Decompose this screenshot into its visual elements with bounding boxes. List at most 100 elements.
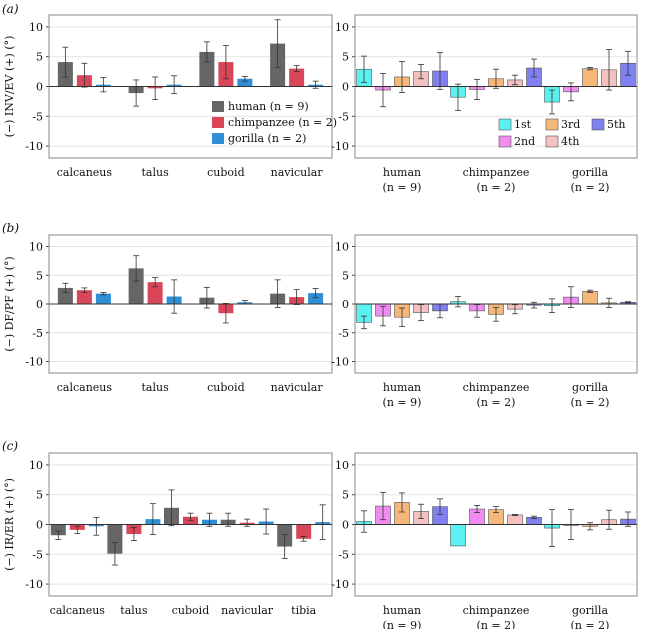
legend-swatch-1st bbox=[498, 118, 512, 131]
chart-panel-c-left: -10 -5 0 5 10 calcaneus talus cuboid navicular ti… bbox=[2, 439, 333, 617]
category-label: calcaneus bbox=[57, 381, 113, 394]
legend-swatch-chimpanzee bbox=[212, 117, 224, 128]
category-label: cuboid bbox=[172, 604, 209, 617]
y-tick-label: -10 bbox=[331, 140, 349, 153]
category-label: chimpanzee bbox=[463, 381, 530, 394]
chart-panel-a-left: -10 -5 0 5 10 calcaneus talus cuboid navicular (−… bbox=[2, 2, 337, 179]
category-n-label: (n = 2) bbox=[571, 396, 610, 409]
chart-panel-a-right: -10 -5 0 5 10 human (n = 9) chimpanzee (n = 2) go… bbox=[331, 14, 638, 194]
y-tick-label: -10 bbox=[25, 578, 43, 591]
chart-panel-b-left: -10 -5 0 5 10 calcaneus talus cuboid navicular (−… bbox=[2, 221, 333, 394]
category-label: talus bbox=[142, 166, 170, 179]
y-tick-label: -10 bbox=[25, 356, 43, 369]
category-label: calcaneus bbox=[50, 604, 106, 617]
y-tick-label: 10 bbox=[29, 459, 43, 472]
legend-digits: 1st 2nd 3rd 4th 5th bbox=[498, 118, 626, 148]
category-label: talus bbox=[142, 381, 170, 394]
category-label: cuboid bbox=[207, 381, 244, 394]
y-tick-label: 10 bbox=[335, 21, 349, 34]
legend-label-4th: 4th bbox=[561, 135, 580, 148]
bar-a-left-cuboid-gorilla bbox=[237, 78, 253, 87]
legend-swatch-gorilla bbox=[212, 133, 224, 144]
y-tick-label: -5 bbox=[338, 548, 349, 561]
category-n-label: (n = 2) bbox=[477, 619, 516, 629]
y-tick-label: -10 bbox=[331, 578, 349, 591]
legend-species: human (n = 9) chimpanzee (n = 2) gorilla (… bbox=[212, 100, 337, 145]
bar-c-left-talus-human bbox=[107, 524, 123, 554]
panel-label: (c) bbox=[2, 439, 18, 453]
legend-label-chimpanzee: chimpanzee (n = 2) bbox=[228, 116, 337, 129]
category-label: navicular bbox=[271, 166, 324, 179]
legend-label-2nd: 2nd bbox=[514, 135, 535, 148]
category-label: human bbox=[383, 604, 421, 617]
y-axis-label: (−) IR/ER (+) (°) bbox=[3, 478, 16, 571]
bar-b-left-talus-chimpanzee bbox=[147, 282, 163, 304]
y-tick-label: 10 bbox=[29, 21, 43, 34]
category-n-label: (n = 2) bbox=[477, 396, 516, 409]
bar-c-right-chimpanzee-4th bbox=[507, 514, 523, 525]
bar-c-left-calcaneus-human bbox=[50, 524, 66, 536]
legend-label-5th: 5th bbox=[607, 118, 626, 131]
y-tick-label: -5 bbox=[32, 327, 43, 340]
legend-label-gorilla: gorilla (n = 2) bbox=[228, 132, 306, 145]
y-tick-label: -5 bbox=[338, 327, 349, 340]
y-tick-label: 10 bbox=[29, 241, 43, 254]
y-axis-label: (−) DF/PF (+) (°) bbox=[3, 256, 16, 351]
y-tick-label: 5 bbox=[36, 51, 43, 64]
y-tick-label: 5 bbox=[342, 51, 349, 64]
category-n-label: (n = 9) bbox=[383, 619, 422, 629]
bar-b-left-talus-human bbox=[128, 268, 144, 304]
category-label: tibia bbox=[291, 604, 316, 617]
panel-label: (b) bbox=[2, 221, 19, 235]
y-tick-label: 0 bbox=[36, 298, 43, 311]
bar-a-right-gorilla-3rd bbox=[582, 68, 598, 87]
y-tick-label: -5 bbox=[32, 548, 43, 561]
category-label: cuboid bbox=[207, 166, 244, 179]
y-tick-label: 5 bbox=[36, 489, 43, 502]
legend-swatch-human bbox=[212, 101, 224, 112]
category-label: gorilla bbox=[572, 604, 608, 617]
bar-b-left-navicular-gorilla bbox=[308, 293, 324, 304]
category-n-label: (n = 9) bbox=[383, 181, 422, 194]
y-tick-label: 0 bbox=[36, 81, 43, 94]
bar-b-right-gorilla-3rd bbox=[582, 291, 598, 305]
bar-c-right-chimpanzee-1st bbox=[450, 524, 466, 547]
y-tick-label: 0 bbox=[342, 81, 349, 94]
category-label: human bbox=[383, 381, 421, 394]
category-label: gorilla bbox=[572, 381, 608, 394]
chart-panel-b-right: -10 -5 0 5 10 human (n = 9) chimpanzee (n = 2) go… bbox=[331, 234, 638, 409]
y-tick-label: -10 bbox=[331, 356, 349, 369]
category-n-label: (n = 2) bbox=[571, 181, 610, 194]
bar-a-left-cuboid-human bbox=[199, 51, 215, 87]
category-label: human bbox=[383, 166, 421, 179]
category-n-label: (n = 9) bbox=[383, 396, 422, 409]
category-label: navicular bbox=[221, 604, 274, 617]
category-label: talus bbox=[120, 604, 148, 617]
chart-panel-c-right: -10 -5 0 5 10 human (n = 9) chimpanzee (n = 2) go… bbox=[331, 452, 638, 629]
legend-swatch-5th bbox=[591, 118, 605, 131]
category-label: navicular bbox=[271, 381, 324, 394]
y-axis-label: (−) INV/EV (+) (°) bbox=[3, 36, 16, 138]
y-tick-label: 0 bbox=[36, 519, 43, 532]
bar-c-left-tibia-chimpanzee bbox=[296, 524, 312, 539]
y-tick-label: -5 bbox=[32, 110, 43, 123]
category-label: gorilla bbox=[572, 166, 608, 179]
legend-label-human: human (n = 9) bbox=[228, 100, 309, 113]
panel-label: (a) bbox=[2, 2, 19, 16]
y-tick-label: 10 bbox=[335, 459, 349, 472]
bar-b-left-calcaneus-chimpanzee bbox=[76, 290, 92, 304]
category-label: chimpanzee bbox=[463, 604, 530, 617]
y-tick-label: 0 bbox=[342, 519, 349, 532]
y-tick-label: 5 bbox=[342, 489, 349, 502]
category-n-label: (n = 2) bbox=[477, 181, 516, 194]
bar-b-left-calcaneus-human bbox=[57, 287, 73, 304]
y-tick-label: 10 bbox=[335, 241, 349, 254]
y-tick-label: -10 bbox=[25, 140, 43, 153]
legend-swatch-3rd bbox=[545, 118, 559, 131]
y-tick-label: 0 bbox=[342, 298, 349, 311]
category-label: chimpanzee bbox=[463, 166, 530, 179]
y-tick-label: 5 bbox=[36, 269, 43, 282]
legend-swatch-2nd bbox=[498, 135, 512, 148]
legend-label-1st: 1st bbox=[514, 118, 532, 131]
